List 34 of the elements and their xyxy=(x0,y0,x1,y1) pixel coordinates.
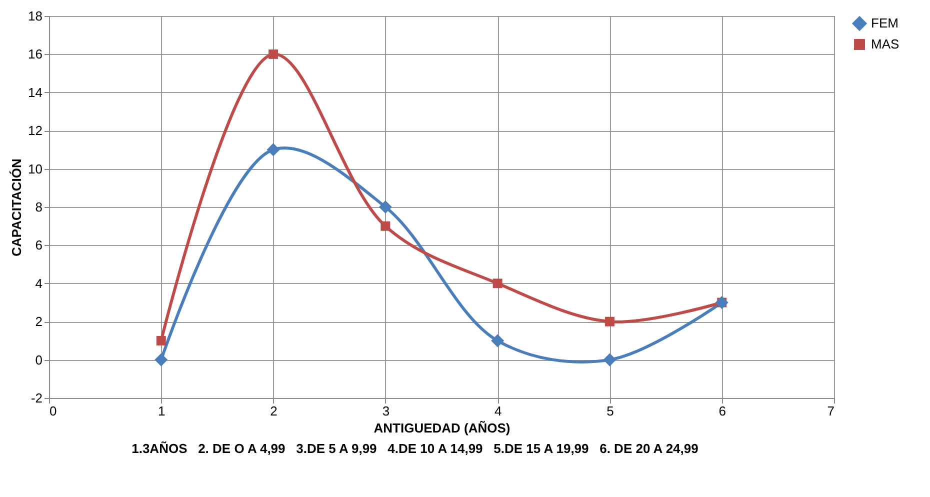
y-tick-label: 10 xyxy=(28,161,42,176)
point xyxy=(154,353,168,366)
legend-label: MAS xyxy=(871,36,900,52)
y-tick-label: 0 xyxy=(35,352,42,368)
x-tick-label: 6 xyxy=(718,404,726,418)
y-tick-label: 8 xyxy=(35,200,42,214)
point xyxy=(268,49,278,59)
point xyxy=(378,200,392,214)
x-tick-label: 2 xyxy=(270,404,278,418)
y-tick-label: -2 xyxy=(30,390,42,406)
y-tick-label: 12 xyxy=(28,123,42,138)
text: 1.3AÑOS 2. DE O A 4,99 3.DE 5 A 9,99 4.DE 10 A 14,99 5.DE 15 A 19,99 6. DE 20 A 24,99 xyxy=(130,440,700,458)
point xyxy=(380,221,390,231)
point xyxy=(604,316,614,326)
x-tick-label: 4 xyxy=(494,404,502,418)
point xyxy=(156,336,166,346)
y-tick-label: 2 xyxy=(35,314,42,330)
x-tick-label: 5 xyxy=(606,404,614,418)
point xyxy=(492,278,502,288)
y-tick-label: 6 xyxy=(35,238,42,253)
point xyxy=(491,334,504,348)
x-tick-label: 1 xyxy=(158,404,166,418)
x-tick-label: 0 xyxy=(50,404,57,418)
y-tick-label: 16 xyxy=(28,46,42,62)
x-axis-title: ANTIGUEDAD (AÑOS) xyxy=(374,420,510,436)
y-tick-label: 14 xyxy=(28,84,42,100)
y-tick-label: 4 xyxy=(35,276,42,291)
y-tick-label: 18 xyxy=(28,8,42,24)
legend-label: FEM xyxy=(871,16,898,30)
y-axis-title: CAPACITACIÓN xyxy=(9,158,24,256)
x-tick-label: 3 xyxy=(382,404,390,418)
point xyxy=(266,143,280,156)
x-tick-label: 7 xyxy=(827,404,834,418)
point xyxy=(603,353,616,366)
